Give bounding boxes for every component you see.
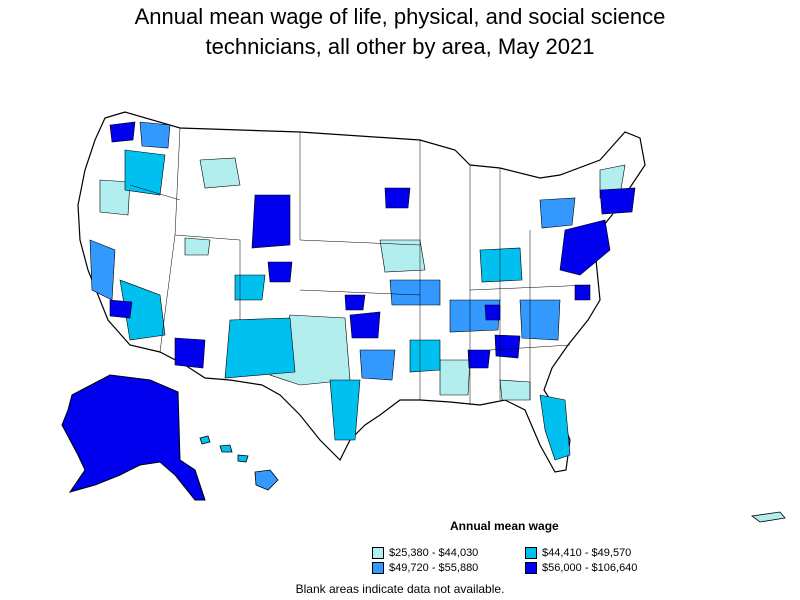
legend-label-1: $25,380 - $44,030 xyxy=(389,547,479,559)
map-title: Annual mean wage of life, physical, and … xyxy=(0,2,800,62)
legend-label-3: $49,720 - $55,880 xyxy=(389,562,479,574)
regions-tier-4 xyxy=(109,121,636,369)
regions-tier-2 xyxy=(119,149,571,461)
legend-item-4: $56,000 - $106,640 xyxy=(525,562,637,574)
legend-item-1: $25,380 - $44,030 xyxy=(372,547,478,559)
legend-label-4: $56,000 - $106,640 xyxy=(542,562,638,574)
alaska xyxy=(61,374,206,501)
legend-title: Annual mean wage xyxy=(450,519,559,533)
legend-swatch-3 xyxy=(372,562,384,574)
title-line-1: Annual mean wage of life, physical, and … xyxy=(134,4,666,29)
puerto-rico xyxy=(750,511,786,523)
legend-swatch-1 xyxy=(372,547,384,559)
legend-label-2: $44,410 - $49,570 xyxy=(542,547,632,559)
hawaii xyxy=(199,435,279,491)
legend-swatch-4 xyxy=(525,562,537,574)
legend-item-2: $44,410 - $49,570 xyxy=(525,547,631,559)
state-boundaries xyxy=(129,127,591,405)
data-note: Blank areas indicate data not available. xyxy=(295,582,505,596)
title-line-2: technicians, all other by area, May 2021 xyxy=(205,34,595,59)
legend-item-3: $49,720 - $55,880 xyxy=(372,562,478,574)
legend-swatch-2 xyxy=(525,547,537,559)
